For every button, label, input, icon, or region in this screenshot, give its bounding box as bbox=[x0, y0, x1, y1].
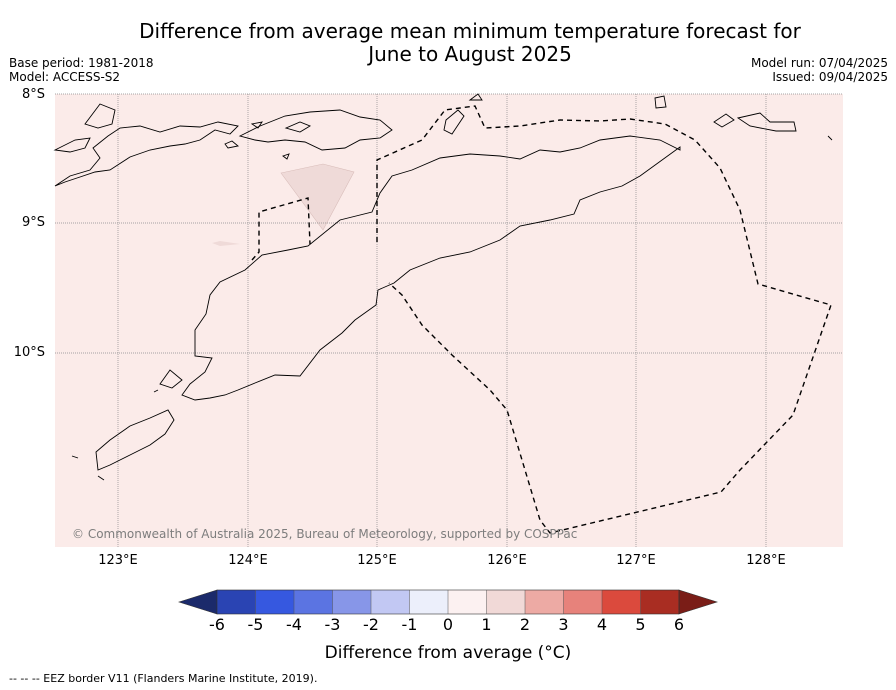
colorbar-segment bbox=[563, 590, 602, 614]
colorbar-segment bbox=[525, 590, 564, 614]
lon-label-127e: 127°E bbox=[616, 553, 656, 568]
colorbar bbox=[178, 589, 718, 615]
title-line-2: June to August 2025 bbox=[368, 42, 572, 66]
lon-label-126e: 126°E bbox=[487, 553, 527, 568]
colorbar-segment bbox=[602, 590, 641, 614]
colorbar-tick-label: 1 bbox=[481, 615, 492, 634]
colorbar-tick-label: 2 bbox=[519, 615, 531, 634]
colorbar-tick-label: 6 bbox=[673, 615, 685, 634]
colorbar-tick-label: -6 bbox=[209, 615, 225, 634]
colorbar-segment bbox=[371, 590, 410, 614]
lat-label-10s: 10°S bbox=[13, 345, 45, 360]
colorbar-tick-label: -5 bbox=[247, 615, 264, 634]
colorbar-extend-low bbox=[178, 589, 218, 615]
colorbar-segment bbox=[640, 590, 679, 614]
colorbar-segment bbox=[486, 590, 525, 614]
lat-label-8s: 8°S bbox=[21, 87, 45, 102]
chart-title: Difference from average mean minimum tem… bbox=[0, 20, 896, 66]
model-text: Model: ACCESS-S2 bbox=[9, 70, 121, 84]
lon-label-125e: 125°E bbox=[357, 553, 397, 568]
lat-label-9s: 9°S bbox=[21, 215, 45, 230]
colorbar-tick-label: -1 bbox=[401, 615, 418, 634]
colorbar-tick-label: 5 bbox=[635, 615, 646, 634]
colorbar-segment bbox=[255, 590, 294, 614]
meta-right: Model run: 07/04/2025 Issued: 09/04/2025 bbox=[751, 56, 888, 84]
colorbar-segment bbox=[409, 590, 448, 614]
model-run-text: Model run: 07/04/2025 bbox=[750, 56, 888, 70]
colorbar-segment bbox=[332, 590, 371, 614]
colorbar-tick-label: -2 bbox=[363, 615, 379, 634]
colorbar-segment bbox=[448, 590, 487, 614]
eez-border bbox=[251, 105, 832, 534]
colorbar-tick-label: 4 bbox=[596, 615, 608, 634]
eez-footnote: -- -- -- EEZ border V11 (Flanders Marine… bbox=[9, 672, 318, 685]
copyright-text: © Commonwealth of Australia 2025, Bureau… bbox=[72, 527, 577, 541]
coastlines bbox=[53, 93, 833, 481]
colorbar-label: Difference from average (°C) bbox=[324, 643, 572, 663]
anomaly-patch-small bbox=[212, 241, 240, 246]
colorbar-extend-high bbox=[678, 589, 718, 615]
map-background bbox=[55, 94, 843, 547]
issued-text: Issued: 09/04/2025 bbox=[772, 70, 888, 84]
base-period-text: Base period: 1981-2018 bbox=[9, 56, 154, 70]
colorbar-segment bbox=[294, 590, 333, 614]
colorbar-tick-label: 3 bbox=[558, 615, 569, 634]
colorbar-segment bbox=[217, 590, 256, 614]
colorbar-tick-label: 0 bbox=[442, 615, 454, 634]
lon-label-124e: 124°E bbox=[228, 553, 268, 568]
grid-lines bbox=[55, 93, 843, 547]
lon-label-123e: 123°E bbox=[98, 553, 138, 568]
meta-left: Base period: 1981-2018 Model: ACCESS-S2 bbox=[9, 56, 154, 84]
colorbar-tick-label: -4 bbox=[286, 615, 302, 634]
lon-label-128e: 128°E bbox=[746, 553, 786, 568]
title-line-1: Difference from average mean minimum tem… bbox=[139, 19, 801, 43]
anomaly-patch bbox=[280, 163, 355, 231]
colorbar-tick-label: -3 bbox=[324, 615, 341, 634]
